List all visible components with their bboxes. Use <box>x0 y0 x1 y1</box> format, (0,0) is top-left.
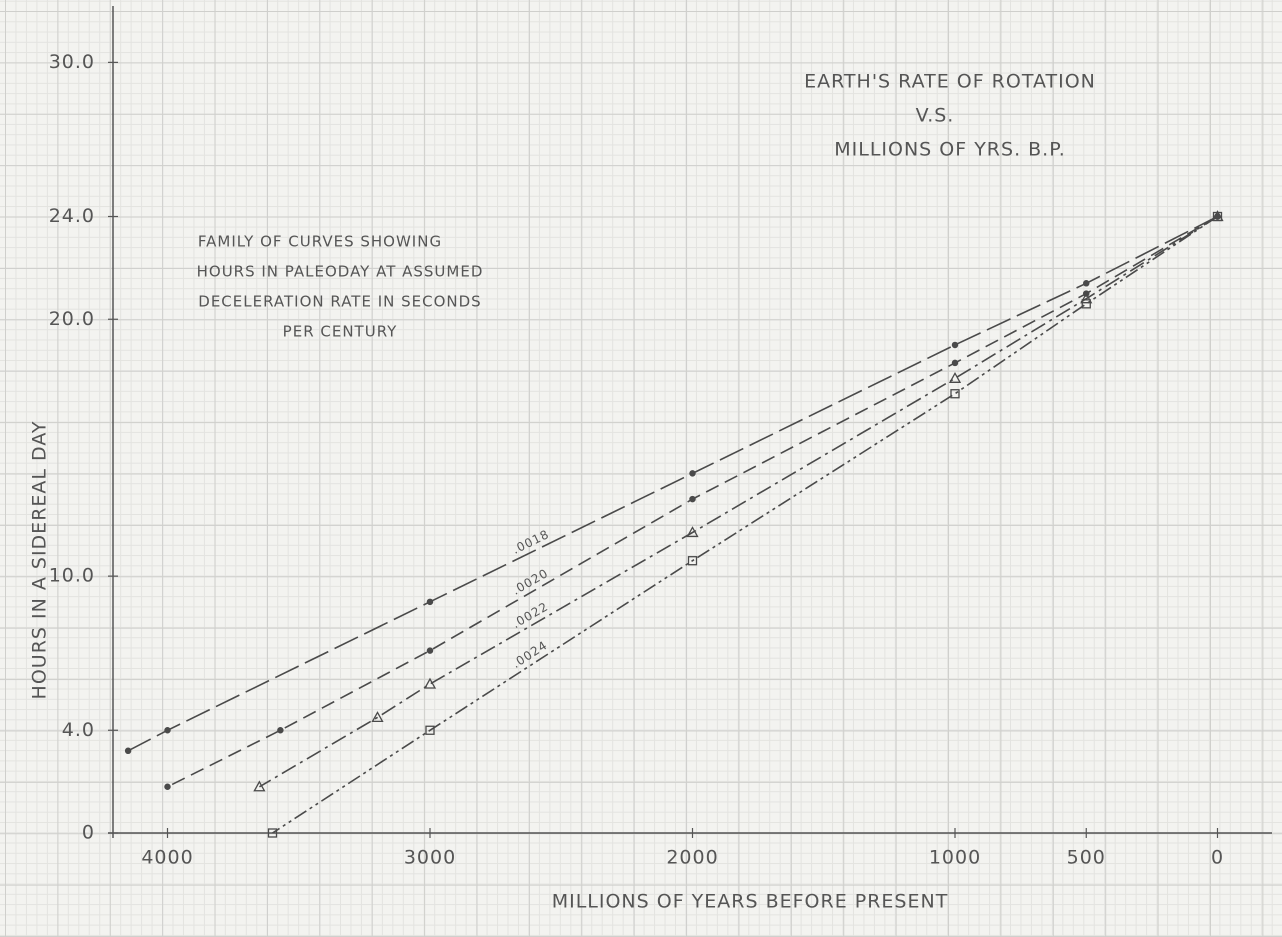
series-line <box>272 215 1218 834</box>
marker <box>950 389 960 399</box>
x-tick-label: 3000 <box>404 847 456 869</box>
marker <box>426 598 434 606</box>
marker <box>267 828 278 838</box>
title-line: MILLIONS OF YRS. B.P. <box>834 139 1066 161</box>
y-tick-label: 0 <box>82 822 95 844</box>
y-tick-label: 24.0 <box>49 205 95 227</box>
marker <box>948 371 962 383</box>
marker <box>689 470 696 477</box>
marker <box>277 727 284 734</box>
marker <box>689 495 696 503</box>
title: EARTH'S RATE OF ROTATION V.S. MILLIONS OF … <box>804 71 1096 161</box>
marker <box>951 359 959 367</box>
marker <box>1083 280 1090 287</box>
x-tick-label: 4000 <box>141 847 193 869</box>
marker <box>1212 211 1223 222</box>
marker <box>1080 292 1093 304</box>
series-label: .0024 <box>510 638 551 671</box>
series-line <box>258 215 1218 788</box>
annotation-line: PER CENTURY <box>283 323 398 341</box>
marker <box>371 711 384 723</box>
annotation-line: HOURS IN PALEODAY AT ASSUMED <box>197 263 484 281</box>
marker <box>426 647 434 654</box>
marker <box>951 341 959 349</box>
marker <box>164 783 171 791</box>
y-tick-label: 4.0 <box>62 719 95 741</box>
annotation-line: DECELERATION RATE IN SECONDS <box>198 293 481 311</box>
marker <box>687 556 698 566</box>
marker <box>686 526 699 538</box>
marker <box>423 677 437 689</box>
x-tick-label: 0 <box>1211 847 1224 869</box>
y-tick-label: 20.0 <box>49 308 95 330</box>
x-tick-label: 500 <box>1067 847 1106 869</box>
marker <box>1081 299 1091 309</box>
marker <box>253 780 266 792</box>
annotation: FAMILY OF CURVES SHOWING HOURS IN PALEODA… <box>197 233 484 341</box>
x-tick-label: 2000 <box>666 847 718 869</box>
title-line: EARTH'S RATE OF ROTATION <box>804 71 1096 93</box>
y-tick-label: 30.0 <box>49 51 95 73</box>
x-axis-label: MILLIONS OF YEARS BEFORE PRESENT <box>552 891 949 913</box>
series-label: .0022 <box>510 599 551 631</box>
y-tick-label: 10.0 <box>49 565 95 587</box>
x-tick-label: 1000 <box>929 847 981 869</box>
y-axis-label: HOURS IN A SIDEREAL DAY <box>29 421 51 700</box>
marker <box>124 747 132 755</box>
title-line: V.S. <box>916 105 955 127</box>
marker <box>425 725 435 735</box>
annotation-line: FAMILY OF CURVES SHOWING <box>198 233 442 251</box>
marker <box>164 727 171 734</box>
